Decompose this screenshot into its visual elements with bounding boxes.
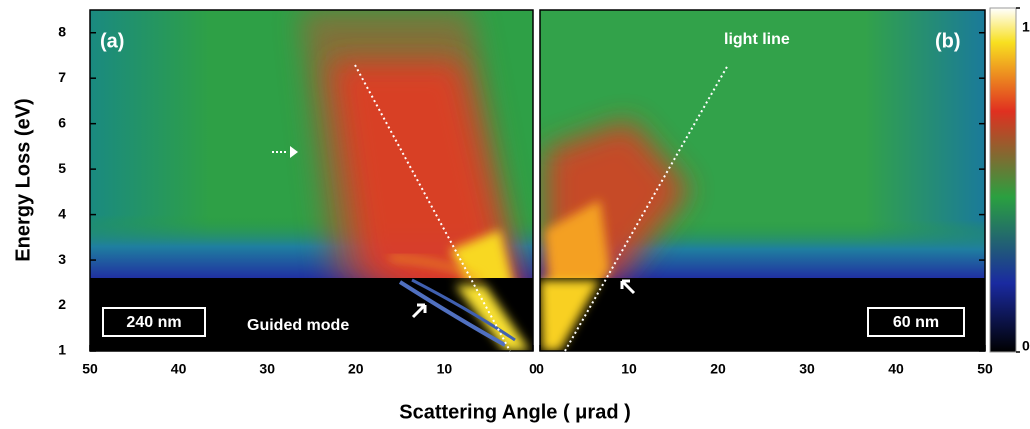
x-tick-label: 10 (437, 361, 453, 377)
panel-a-frame (89, 9, 534, 352)
x-tick-label: 30 (259, 361, 275, 377)
arrow (620, 279, 636, 295)
colorbar (989, 7, 1017, 353)
x-tick-label: 40 (888, 361, 904, 377)
x-tick-label: 20 (710, 361, 726, 377)
y-tick-label: 2 (58, 296, 66, 312)
annotation: Guided mode (247, 317, 349, 334)
y-tick-label: 7 (58, 69, 66, 85)
x-tick-label: 40 (171, 361, 187, 377)
y-tick-label: 8 (58, 23, 66, 39)
light-line-a (354, 64, 511, 352)
y-tick-label: 6 (58, 114, 66, 130)
panel-b-map (540, 10, 985, 351)
x-tick-label: 0 (529, 361, 537, 377)
arrow-head (290, 146, 298, 158)
y-tick-label: 1 (58, 342, 66, 358)
colorbar-tick-label: 0 (1022, 338, 1030, 354)
x-tick-label: 20 (348, 361, 364, 377)
x-axis-label: Scattering Angle ( μrad ) (399, 401, 631, 423)
y-tick-label: 4 (58, 205, 66, 221)
y-tick-label: 5 (58, 160, 66, 176)
panel-label: (b) (935, 30, 961, 52)
label-box (867, 307, 965, 337)
y-axis-label: Energy Loss (eV) (12, 98, 34, 261)
thickness-label: 60 nm (893, 314, 939, 331)
colorbar-tick-label: 1 (1022, 19, 1030, 35)
x-tick-label: 0 (536, 361, 544, 377)
panel-a-map (90, 10, 533, 351)
x-tick-label: 50 (977, 361, 993, 377)
thickness-label: 240 nm (126, 314, 181, 331)
label-box (102, 307, 206, 337)
annotation: light line (724, 31, 790, 48)
x-tick-label: 30 (799, 361, 815, 377)
x-tick-label: 50 (82, 361, 98, 377)
arrow (411, 303, 427, 319)
y-tick-label: 3 (58, 251, 66, 267)
panel-label: (a) (100, 30, 124, 52)
panel-b-frame (539, 9, 986, 352)
x-tick-label: 10 (621, 361, 637, 377)
